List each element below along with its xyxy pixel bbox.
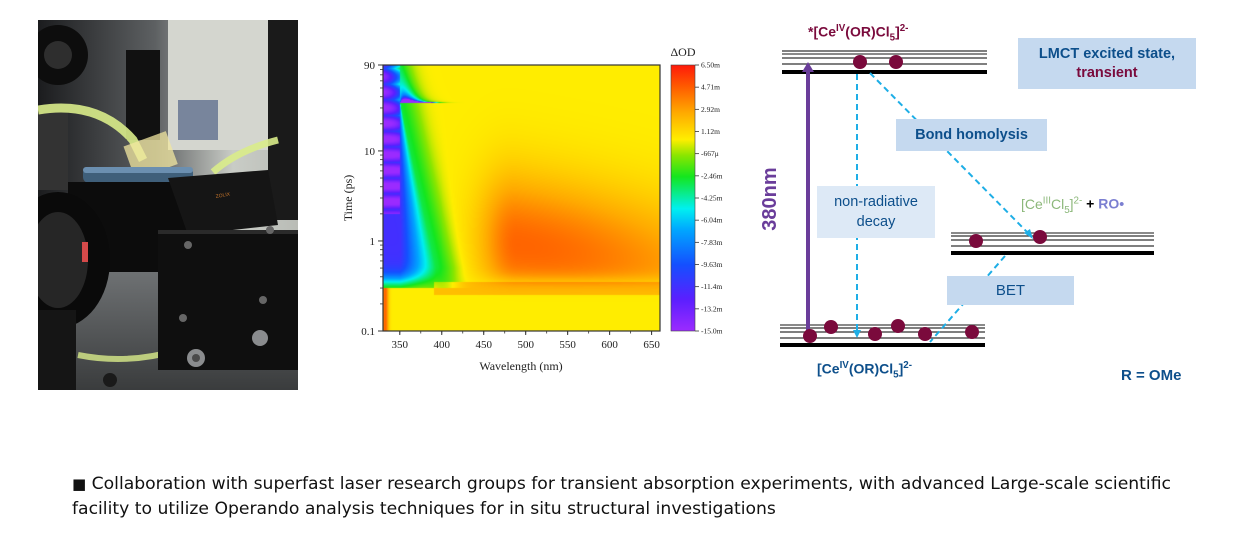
bracket: ] (895, 23, 900, 40)
x-axis-ticks: 350 400 450 500 550 600 650 (392, 331, 660, 351)
electron (1033, 230, 1047, 244)
colorbar-tick-label: -9.63m (701, 260, 723, 269)
colorbar-tick-label: -13.2m (701, 304, 723, 313)
caption: ■ Collaboration with superfast laser res… (72, 472, 1172, 522)
y-axis-ticks: 0.1 1 10 90 (361, 60, 383, 338)
colorbar-tick-label: -4.25m (701, 194, 723, 203)
excitation-arrowhead-icon (802, 62, 814, 72)
colorbar-tick-label: -6.04m (701, 216, 723, 225)
x-tick-label: 350 (392, 339, 409, 351)
x-tick-label: 500 (517, 339, 534, 351)
x-tick-label: 550 (559, 339, 576, 351)
electron (853, 55, 867, 69)
colorbar-tick-label: 6.50m (701, 61, 720, 70)
colorbar-tick-label: -2.46m (701, 171, 723, 180)
electron (868, 327, 882, 341)
y-tick-label: 10 (364, 146, 376, 158)
bond-homolysis-box: Bond homolysis (896, 119, 1047, 151)
colorbar-title: ΔOD (670, 45, 695, 59)
ligand-text: (OR)Cl (848, 360, 894, 377)
ground-state-label: [CeIV(OR)Cl5]2- (817, 360, 912, 380)
homolysis-arrow (869, 72, 1031, 236)
x-tick-label: 400 (434, 339, 451, 351)
homolysis-arrowhead-icon (1024, 229, 1033, 239)
x-tick-label: 600 (601, 339, 618, 351)
product-label: [CeIIICl5]2- + RO• (1021, 195, 1124, 215)
lab-setup-illustration: ZOLIX (38, 20, 298, 390)
excited-state-label: *[CeIV(OR)Cl5]2- (808, 23, 908, 43)
colorbar-tick-label: -11.4m (701, 282, 722, 291)
electron (965, 325, 979, 339)
y-tick-label: 90 (364, 60, 376, 72)
electron (891, 319, 905, 333)
electron (824, 320, 838, 334)
electron (889, 55, 903, 69)
bet-box: BET (947, 276, 1074, 305)
cerium-iii-species: [CeIIICl5]2- (1021, 195, 1083, 216)
electron (803, 329, 817, 343)
colorbar-tick-label: 1.12m (701, 127, 720, 136)
charge: 2- (1073, 195, 1083, 206)
subscript: 5 (893, 369, 899, 381)
subscript: 5 (889, 32, 896, 44)
x-axis-title: Wavelength (nm) (479, 359, 562, 373)
nonrad-line1: non-radiative (834, 194, 918, 210)
heatmap-axes: 350 400 450 500 550 600 650 0.1 1 10 90 Wavelengt… (341, 45, 723, 373)
subscript: 5 (1064, 204, 1070, 216)
electron (918, 327, 932, 341)
plot-frame (382, 64, 661, 332)
x-tick-label: 450 (475, 339, 492, 351)
ligand-text: Cl (1050, 195, 1065, 212)
colorbar-tick-label: 4.71m (701, 83, 720, 92)
electrons (803, 55, 1047, 343)
colorbar-tick-label: -15.0m (701, 327, 723, 336)
oxidation-state: III (1042, 195, 1051, 206)
lab-photo: ZOLIX (38, 20, 298, 390)
bracket: ] (898, 360, 904, 377)
plus-sign: + (1082, 195, 1099, 212)
nonrad-line2: decay (856, 214, 896, 230)
bullet-icon: ■ (72, 475, 87, 493)
r-definition: R = OMe (1121, 367, 1182, 384)
product-prefix: [Ce (1021, 195, 1043, 212)
charge: 2- (903, 360, 912, 371)
charge: 2- (899, 23, 909, 34)
y-tick-label: 0.1 (361, 326, 375, 338)
x-tick-label: 650 (643, 339, 660, 351)
alkoxy-radical: RO• (1098, 195, 1125, 212)
oxidation-state: IV (836, 23, 846, 34)
caption-text: Collaboration with superfast laser resea… (72, 474, 1171, 519)
y-tick-label: 1 (370, 236, 376, 248)
heatmap-plot-area (383, 65, 660, 331)
oxidation-state: IV (839, 360, 849, 371)
colorbar-tick-label: 2.92m (701, 105, 720, 114)
bet-arrow (929, 255, 1006, 343)
colorbar (670, 64, 696, 332)
excited-state-prefix: *[Ce (808, 23, 837, 40)
colorbar-ticks: 6.50m 4.71m 2.92m 1.12m -667μ -2.46m -4.25m -6.… (695, 61, 723, 336)
product-state-level (951, 232, 1154, 255)
lmct-line1: LMCT excited state, (1038, 45, 1176, 62)
excitation-wavelength-label: 380nm (759, 167, 781, 231)
colorbar-tick-label: -7.83m (701, 238, 723, 247)
electron (969, 234, 983, 248)
nonradiative-decay-box: non-radiative decay (817, 186, 935, 238)
energy-level-diagram (780, 50, 1154, 347)
y-axis-title: Time (ps) (341, 175, 355, 222)
bracket: ] (1069, 195, 1074, 212)
svg-text:ZOLIX: ZOLIX (215, 191, 231, 200)
ground-state-prefix: [Ce (817, 360, 840, 377)
nonradiative-arrowhead-icon (853, 330, 861, 338)
ligand-text: (OR)Cl (845, 23, 890, 40)
colorbar-tick-label: -667μ (701, 149, 719, 158)
lmct-line2: transient (1076, 64, 1138, 81)
lmct-box: LMCT excited state, transient (1018, 38, 1196, 89)
excited-state-level (782, 50, 987, 74)
